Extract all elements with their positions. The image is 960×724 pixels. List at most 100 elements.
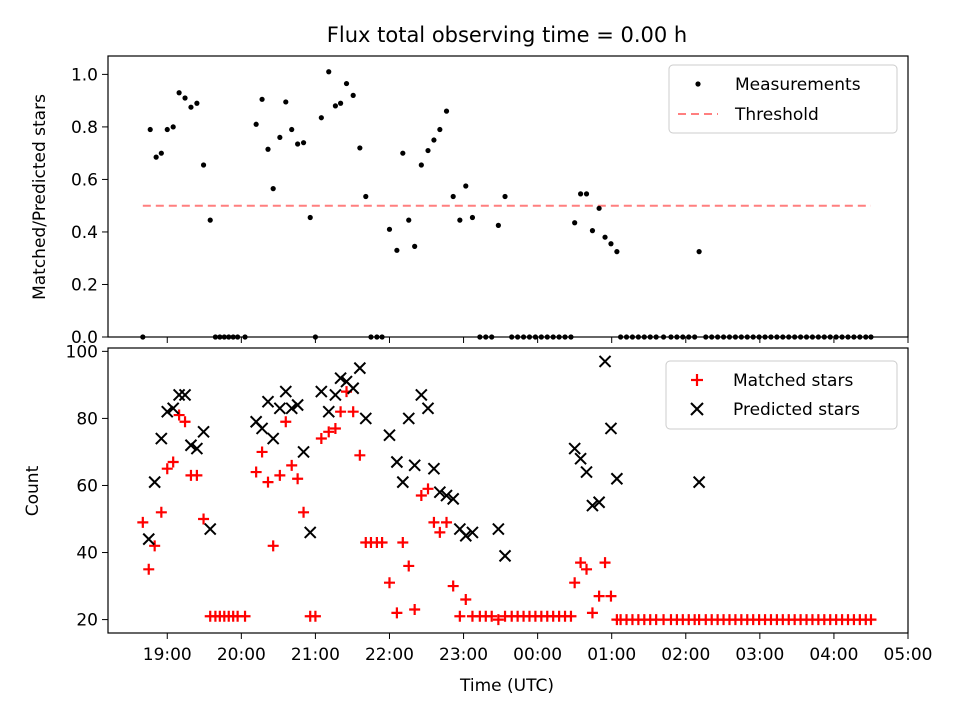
measurement-point bbox=[170, 124, 176, 130]
matched-star-marker bbox=[397, 536, 409, 548]
matched-star-marker bbox=[347, 406, 359, 418]
legend-predicted-marker bbox=[690, 402, 704, 416]
predicted-star-marker bbox=[285, 402, 298, 415]
measurement-point bbox=[431, 137, 437, 143]
matched-star-marker bbox=[581, 563, 593, 575]
matched-star-marker bbox=[376, 536, 388, 548]
measurement-point bbox=[188, 104, 194, 110]
bottom-legend: Matched stars Predicted stars bbox=[665, 360, 898, 430]
measurement-point bbox=[350, 92, 356, 98]
matched-star-marker bbox=[191, 469, 203, 481]
measurement-point bbox=[400, 150, 406, 156]
matched-star-marker bbox=[354, 449, 366, 461]
predicted-star-marker bbox=[408, 459, 421, 472]
predicted-star-marker bbox=[498, 549, 512, 563]
predicted-star-marker bbox=[315, 385, 328, 398]
matched-star-marker bbox=[274, 469, 286, 481]
predicted-star-marker bbox=[178, 388, 192, 402]
measurement-point bbox=[326, 69, 332, 75]
top-legend-box bbox=[668, 64, 898, 134]
measurement-point bbox=[265, 146, 271, 152]
bottom-panel: 20 40 60 80 100 19:00 20:00 21:00 22:00 23:00 00:… bbox=[23, 342, 933, 665]
bottom-x-ticks: 19:00 20:00 21:00 22:00 23:00 00:00 01:00 02:00… bbox=[143, 633, 933, 665]
measurement-point bbox=[207, 217, 213, 223]
measurement-point bbox=[443, 108, 450, 114]
top-y-tick-label: 0.0 bbox=[71, 328, 98, 348]
matched-stars-points bbox=[137, 386, 877, 626]
matched-star-marker bbox=[460, 593, 472, 605]
x-tick-label: 20:00 bbox=[217, 645, 266, 665]
matched-star-marker bbox=[280, 416, 292, 428]
predicted-stars-points bbox=[142, 355, 706, 563]
predicted-star-marker bbox=[586, 499, 599, 512]
predicted-star-marker bbox=[255, 422, 269, 435]
matched-star-marker bbox=[143, 563, 155, 575]
predicted-star-marker bbox=[492, 522, 505, 536]
matched-star-marker bbox=[239, 610, 251, 622]
measurement-point bbox=[164, 126, 170, 133]
matched-star-marker bbox=[486, 610, 498, 622]
matched-star-marker bbox=[447, 580, 459, 592]
predicted-star-marker bbox=[396, 475, 410, 489]
bottom-legend-box bbox=[665, 360, 898, 430]
measurement-point bbox=[194, 100, 200, 106]
matched-star-marker bbox=[599, 557, 611, 569]
predicted-star-marker bbox=[604, 422, 618, 435]
predicted-star-marker bbox=[261, 395, 275, 408]
matched-star-marker bbox=[137, 516, 149, 528]
matched-star-marker bbox=[155, 506, 167, 518]
measurement-point bbox=[289, 126, 295, 133]
predicted-star-marker bbox=[459, 529, 472, 542]
predicted-star-marker bbox=[322, 405, 335, 418]
matched-star-marker bbox=[173, 409, 185, 421]
top-y-tick-label: 0.2 bbox=[71, 275, 98, 295]
bottom-y-ticks: 20 40 60 80 100 bbox=[66, 342, 108, 631]
matched-star-marker bbox=[415, 490, 427, 502]
measurement-point bbox=[437, 126, 443, 133]
predicted-star-marker bbox=[446, 492, 460, 506]
predicted-star-marker bbox=[568, 442, 581, 455]
measurement-point bbox=[176, 90, 182, 96]
measurement-point bbox=[583, 191, 590, 197]
measurement-point bbox=[153, 154, 159, 160]
matched-star-marker bbox=[409, 604, 421, 616]
matched-star-marker bbox=[267, 540, 279, 552]
measurement-points bbox=[140, 69, 874, 340]
predicted-star-marker bbox=[291, 398, 304, 412]
measurement-point bbox=[425, 147, 431, 154]
top-y-tick-label: 0.6 bbox=[71, 170, 98, 190]
measurement-point bbox=[577, 191, 584, 197]
measurement-point bbox=[182, 95, 188, 101]
measurement-point bbox=[596, 205, 602, 211]
predicted-star-marker bbox=[184, 439, 198, 452]
predicted-star-marker bbox=[297, 445, 310, 459]
matched-star-marker bbox=[391, 607, 403, 619]
measurement-point bbox=[357, 145, 363, 151]
legend-matched-label: Matched stars bbox=[733, 371, 853, 391]
bottom-y-tick-label: 20 bbox=[76, 611, 98, 631]
x-tick-label: 23:00 bbox=[439, 645, 488, 665]
matched-star-marker bbox=[179, 416, 191, 428]
predicted-star-marker bbox=[142, 532, 155, 546]
measurement-point bbox=[295, 141, 301, 147]
predicted-star-marker bbox=[598, 355, 612, 368]
measurement-point bbox=[608, 241, 614, 247]
top-y-tick-label: 0.4 bbox=[71, 223, 98, 243]
measurement-point bbox=[696, 249, 702, 255]
top-axes-frame bbox=[107, 55, 909, 338]
measurement-point bbox=[277, 134, 283, 141]
measurement-point bbox=[386, 226, 393, 232]
top-y-tick-label: 0.8 bbox=[71, 118, 98, 138]
x-tick-label: 02:00 bbox=[661, 645, 710, 665]
x-tick-label: 04:00 bbox=[809, 645, 858, 665]
top-y-axis-label: Matched/Predicted stars bbox=[30, 94, 50, 300]
matched-star-marker bbox=[161, 463, 173, 475]
measurement-point bbox=[343, 80, 350, 87]
x-tick-label: 00:00 bbox=[513, 645, 562, 665]
predicted-star-marker bbox=[148, 475, 161, 489]
x-tick-label: 03:00 bbox=[735, 645, 784, 665]
matched-star-marker bbox=[586, 607, 598, 619]
matched-star-marker bbox=[422, 483, 434, 495]
predicted-star-marker bbox=[402, 412, 415, 425]
measurement-point bbox=[418, 162, 424, 168]
